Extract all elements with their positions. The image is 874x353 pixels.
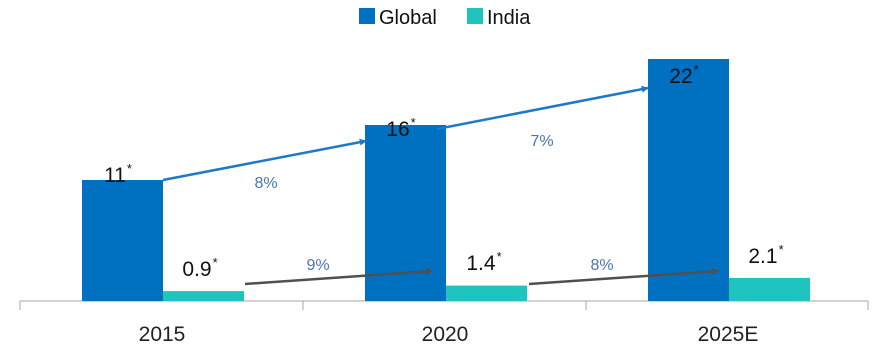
growth-rate-global-2020-2025e: 7%: [530, 133, 553, 150]
growth-arrow-global-2020-2025e: [436, 85, 649, 131]
x-axis: 2015 2020 2025E: [19, 300, 869, 346]
growth-rate-india-2020-2025e: 8%: [590, 257, 613, 274]
bar-india-2020: [446, 285, 527, 301]
data-label-india-2015: 0.9*: [182, 255, 217, 281]
bar-india-2025e: [729, 277, 810, 301]
legend-label-global: Global: [379, 7, 437, 29]
x-tick-label-2020: 2020: [422, 323, 469, 346]
growth-arrow-india-2020-2025e: [528, 267, 719, 286]
bar-global-2015: [82, 180, 163, 301]
growth-arrow-global-2015-2020: [162, 138, 367, 182]
data-label-global-2020: 16*: [386, 115, 415, 141]
growth-arrows: 8% 7% 9% 8%: [162, 85, 719, 286]
x-tick-label-2015: 2015: [139, 323, 186, 346]
growth-rate-india-2015-2020: 9%: [306, 257, 329, 274]
data-label-global-2015: 11*: [104, 161, 132, 187]
legend-swatch-global: [359, 8, 375, 24]
bars: [82, 59, 810, 301]
legend: Global India: [359, 7, 531, 29]
legend-label-india: India: [487, 7, 531, 29]
x-tick-label-2025e: 2025E: [698, 323, 759, 346]
data-label-india-2025e: 2.1*: [748, 242, 783, 268]
data-label-india-2020: 1.4*: [466, 249, 501, 275]
data-label-global-2025e: 22*: [669, 62, 698, 88]
growth-arrow-india-2015-2020: [244, 267, 433, 286]
data-labels: 11* 16* 22* 0.9* 1.4* 2.1*: [104, 62, 784, 281]
bar-global-2025e: [648, 59, 729, 301]
legend-swatch-india: [467, 8, 483, 24]
growth-rate-global-2015-2020: 8%: [254, 175, 277, 192]
bar-india-2015: [163, 291, 244, 301]
